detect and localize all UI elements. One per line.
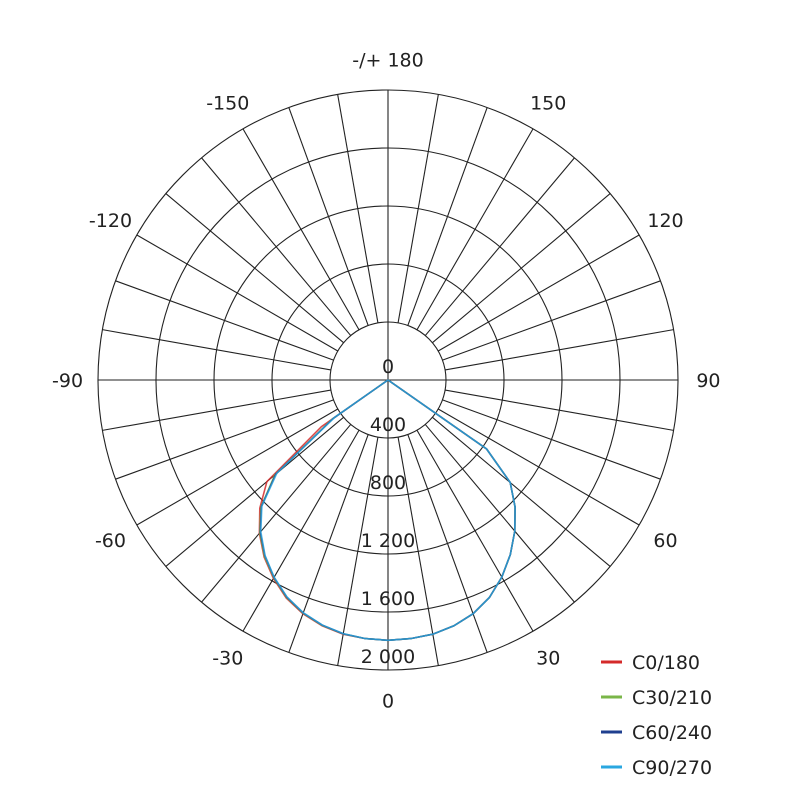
grid-spoke xyxy=(165,193,344,344)
angle-label: -90 xyxy=(52,370,83,392)
grid-spoke xyxy=(337,437,379,666)
grid-spoke xyxy=(432,416,611,567)
grid-spoke xyxy=(337,94,379,323)
angle-label: -30 xyxy=(212,648,243,670)
grid-spoke xyxy=(397,437,439,666)
grid-spoke xyxy=(442,280,661,361)
grid-spoke xyxy=(201,424,352,603)
polar-grid xyxy=(97,89,679,671)
grid-spoke xyxy=(397,94,439,323)
grid-spoke xyxy=(102,329,331,371)
radial-tick-label: 0 xyxy=(382,356,394,378)
angle-label: 0 xyxy=(382,690,394,712)
grid-spoke xyxy=(115,280,334,361)
grid-spoke xyxy=(242,429,360,632)
grid-spoke xyxy=(165,416,344,567)
grid-spoke xyxy=(136,408,339,526)
angle-label: 60 xyxy=(653,530,677,552)
grid-spoke xyxy=(407,107,488,326)
radial-tick-label: 400 xyxy=(370,414,406,436)
angle-label: -120 xyxy=(89,210,132,232)
grid-spoke xyxy=(437,408,640,526)
angle-label: -60 xyxy=(95,530,126,552)
radial-labels: 0 400 800 1 200 1 600 2 000 xyxy=(361,356,415,668)
grid-spoke xyxy=(201,157,352,336)
angle-label: -150 xyxy=(206,92,249,114)
angle-label: 30 xyxy=(536,648,560,670)
angle-labels: -/+ 180 150 -150 120 -120 90 -90 60 -60 30 -30 0 xyxy=(52,50,721,713)
series-curve-C90/270 xyxy=(259,379,516,642)
grid-spoke xyxy=(115,399,334,480)
grid-spoke xyxy=(424,157,575,336)
grid-spoke xyxy=(416,128,534,331)
grid-spoke xyxy=(445,329,674,371)
angle-label: -/+ 180 xyxy=(352,50,423,72)
radial-tick-label: 1 200 xyxy=(361,530,415,552)
angle-label: 90 xyxy=(696,370,720,392)
grid-spoke xyxy=(242,128,360,331)
grid-spoke xyxy=(102,389,331,431)
radial-tick-label: 2 000 xyxy=(361,646,415,668)
legend: C0/180 C30/210 C60/240 C90/270 xyxy=(601,652,712,779)
grid-spoke xyxy=(432,193,611,344)
angle-label: 150 xyxy=(530,92,566,114)
grid-spoke xyxy=(136,234,339,352)
grid-spoke xyxy=(424,424,575,603)
radial-tick-label: 1 600 xyxy=(361,588,415,610)
legend-label: C60/240 xyxy=(632,722,712,744)
grid-spoke xyxy=(416,429,534,632)
legend-label: C0/180 xyxy=(632,652,700,674)
grid-spoke xyxy=(437,234,640,352)
grid-spoke xyxy=(407,434,488,653)
grid-spoke xyxy=(288,434,369,653)
intensity-curves xyxy=(258,379,516,642)
angle-label: 120 xyxy=(647,210,683,232)
grid-spoke xyxy=(288,107,369,326)
grid-spoke xyxy=(442,399,661,480)
grid-spoke xyxy=(445,389,674,431)
radial-tick-label: 800 xyxy=(370,472,406,494)
legend-label: C30/210 xyxy=(632,687,712,709)
legend-label: C90/270 xyxy=(632,757,712,779)
